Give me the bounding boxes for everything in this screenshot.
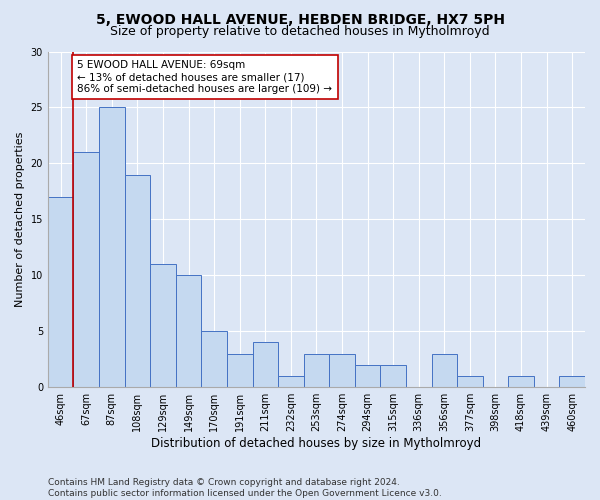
Text: Contains HM Land Registry data © Crown copyright and database right 2024.
Contai: Contains HM Land Registry data © Crown c… xyxy=(48,478,442,498)
Bar xyxy=(48,197,73,387)
Bar xyxy=(227,354,253,387)
Bar xyxy=(202,332,227,387)
Bar xyxy=(329,354,355,387)
Bar xyxy=(176,276,202,387)
Bar xyxy=(150,264,176,387)
Bar xyxy=(125,174,150,387)
Text: 5 EWOOD HALL AVENUE: 69sqm
← 13% of detached houses are smaller (17)
86% of semi: 5 EWOOD HALL AVENUE: 69sqm ← 13% of deta… xyxy=(77,60,332,94)
Bar xyxy=(278,376,304,387)
Bar xyxy=(559,376,585,387)
X-axis label: Distribution of detached houses by size in Mytholmroyd: Distribution of detached houses by size … xyxy=(151,437,482,450)
Bar xyxy=(431,354,457,387)
Bar xyxy=(304,354,329,387)
Text: Size of property relative to detached houses in Mytholmroyd: Size of property relative to detached ho… xyxy=(110,25,490,38)
Y-axis label: Number of detached properties: Number of detached properties xyxy=(15,132,25,307)
Bar xyxy=(508,376,534,387)
Bar xyxy=(253,342,278,387)
Bar xyxy=(355,365,380,387)
Bar xyxy=(99,108,125,387)
Bar xyxy=(380,365,406,387)
Bar xyxy=(457,376,482,387)
Bar xyxy=(73,152,99,387)
Text: 5, EWOOD HALL AVENUE, HEBDEN BRIDGE, HX7 5PH: 5, EWOOD HALL AVENUE, HEBDEN BRIDGE, HX7… xyxy=(95,12,505,26)
